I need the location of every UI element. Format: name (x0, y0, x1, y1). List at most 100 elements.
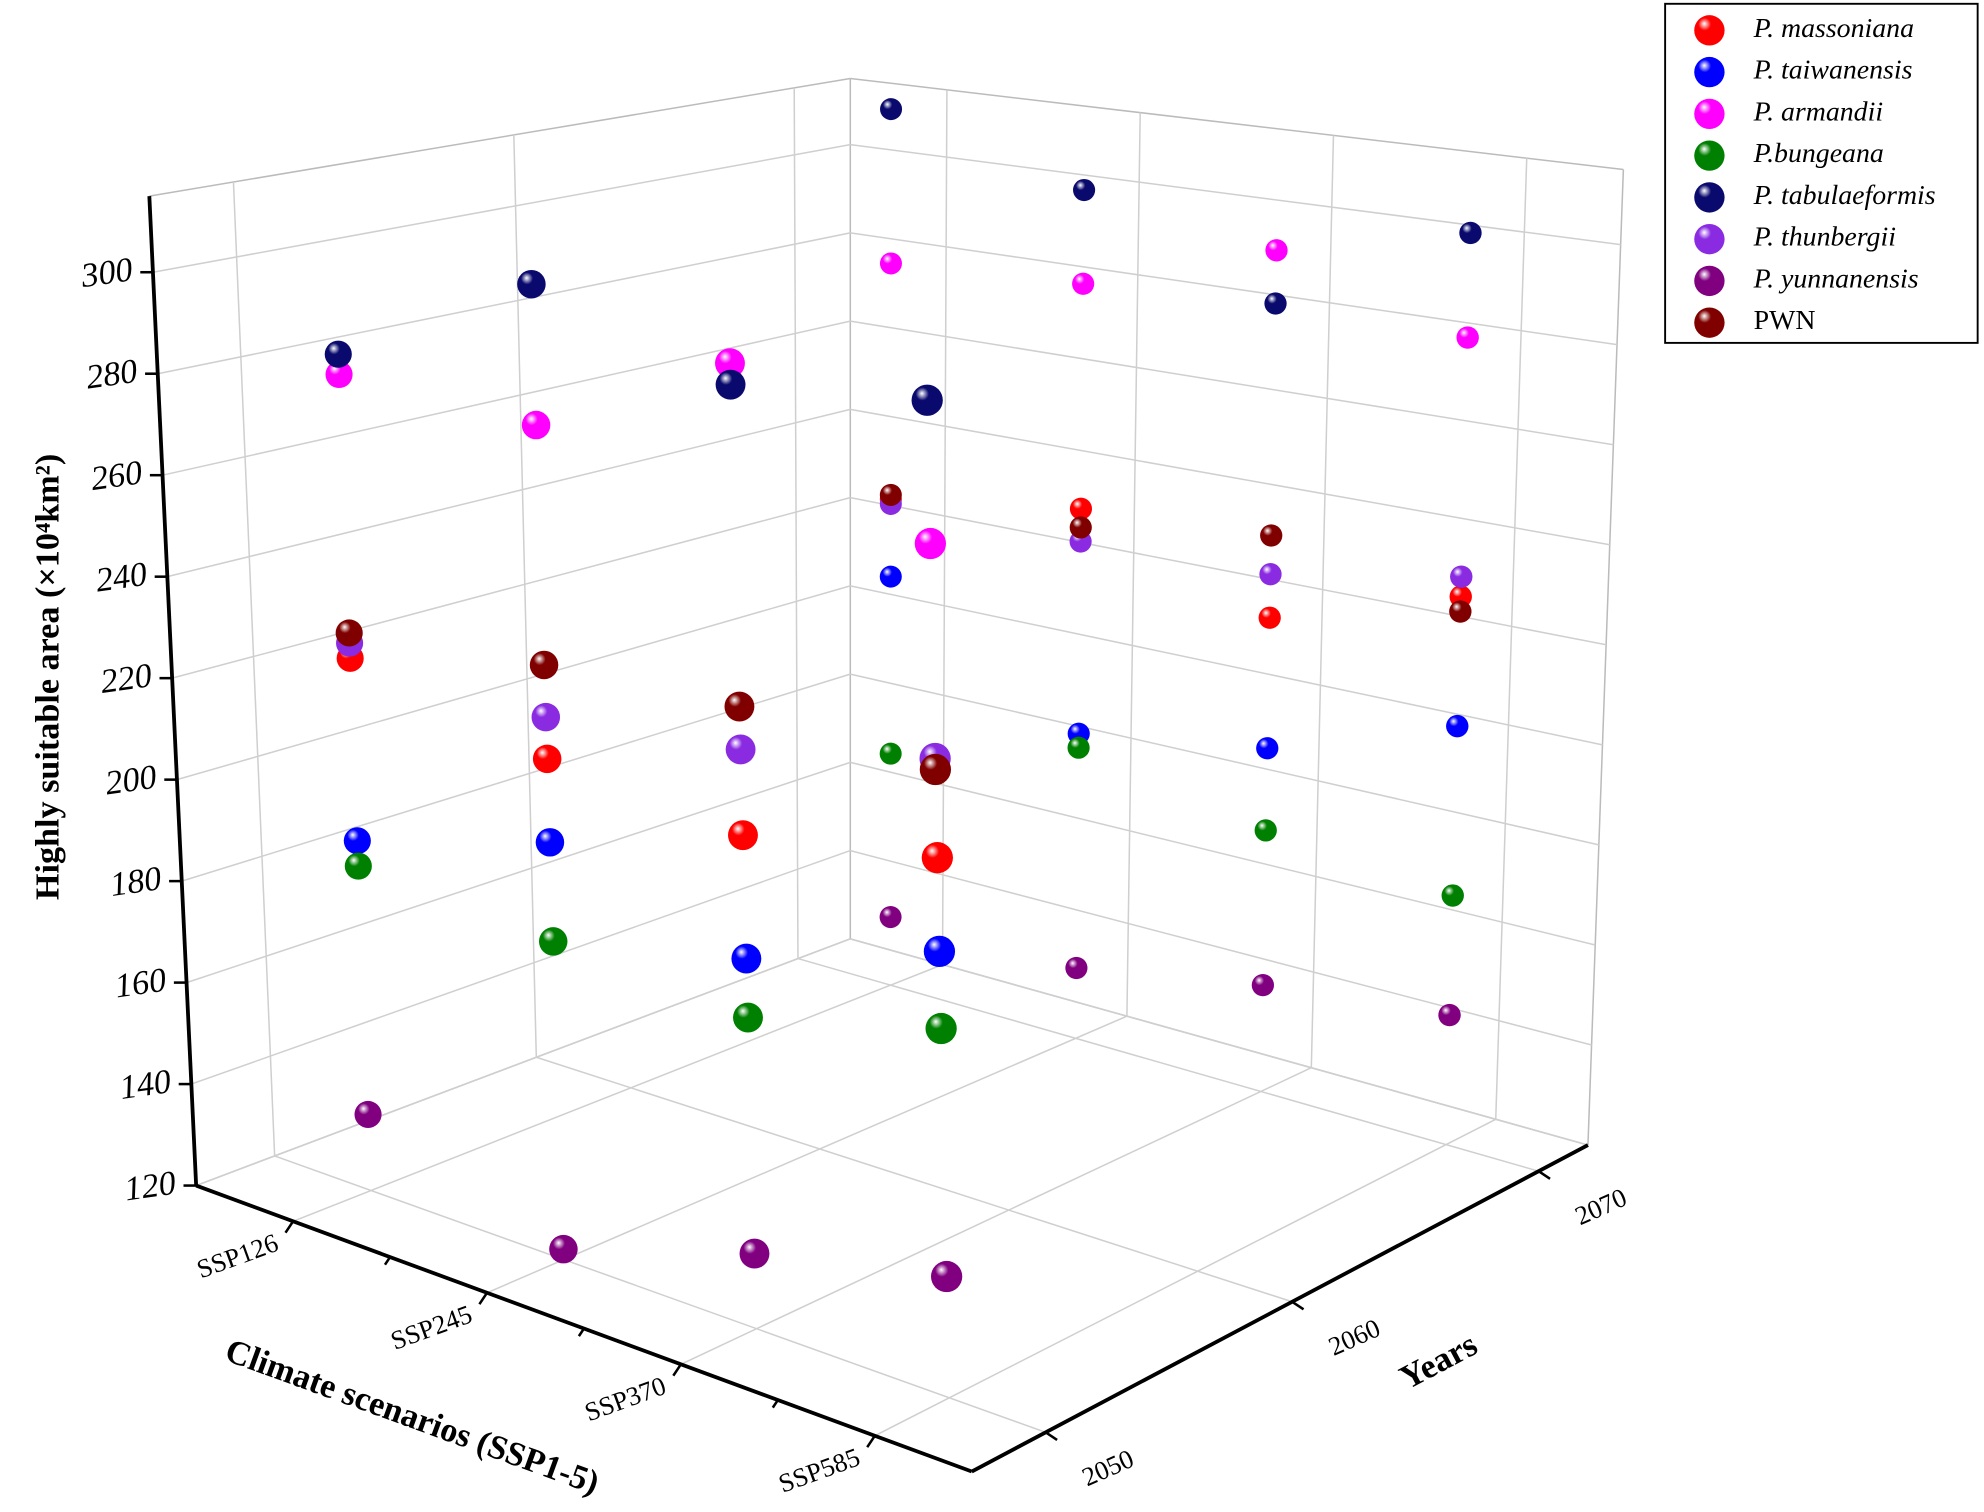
point (921, 842, 953, 874)
grid-line (186, 761, 851, 984)
point (1459, 221, 1482, 245)
legend-label: P. taiwanensis (1753, 55, 1913, 86)
x-tick (672, 1363, 682, 1377)
grid-line (941, 89, 948, 965)
point (739, 1238, 770, 1269)
legend-marker (1694, 56, 1725, 88)
legend-marker (1694, 98, 1725, 130)
legend-label: P.bungeana (1753, 138, 1884, 169)
y-tick-label: 2060 (1324, 1313, 1385, 1362)
point (1259, 563, 1282, 586)
point (733, 1002, 763, 1033)
legend-label: P. armandii (1753, 96, 1883, 127)
y-tick (1537, 1170, 1551, 1180)
point (731, 943, 762, 974)
z-tick-label: 280 (84, 353, 140, 397)
point (344, 852, 372, 880)
point (324, 340, 352, 368)
point (325, 360, 353, 389)
grid-line (850, 761, 1596, 946)
legend-marker (1694, 307, 1725, 338)
grid-line (536, 1056, 1293, 1303)
grid-line (1494, 158, 1528, 1120)
point (1456, 326, 1479, 349)
legend-marker (1694, 223, 1725, 255)
point (715, 369, 746, 400)
grid-line (850, 496, 1607, 646)
point (911, 384, 943, 416)
z-tick-label: 160 (113, 962, 169, 1006)
z-tick-label: 240 (93, 556, 149, 600)
x-tick-label: SSP585 (774, 1442, 863, 1499)
point (531, 702, 561, 732)
legend-marker (1694, 140, 1725, 171)
x-axis (195, 1183, 973, 1474)
point (335, 619, 363, 647)
x-tick-label: SSP245 (387, 1299, 476, 1356)
grid-line (195, 938, 851, 1187)
point (1446, 714, 1469, 738)
point (879, 252, 902, 275)
legend-label: P. massoniana (1753, 13, 1914, 44)
grid-line (191, 849, 851, 1085)
point (1067, 736, 1090, 759)
z-tick-label: 220 (98, 657, 154, 701)
grid-line (1126, 112, 1141, 1017)
grid-line (680, 1067, 1312, 1365)
y-axis-title: Years (1394, 1326, 1483, 1397)
z-tick-label: 140 (117, 1063, 173, 1107)
grid-line (797, 957, 1539, 1172)
point (925, 1012, 957, 1045)
x-tick-label: SSP370 (580, 1370, 669, 1427)
point (1069, 516, 1092, 539)
legend-marker (1694, 265, 1725, 297)
grid-line (162, 320, 851, 476)
grid-line (850, 232, 1618, 346)
x-tick-label: SSP126 (193, 1227, 282, 1284)
point (1254, 819, 1277, 842)
z-tick-label: 120 (122, 1165, 178, 1209)
point (1449, 600, 1472, 623)
box-edge (850, 77, 1624, 171)
grid-line (850, 585, 1603, 746)
point (1450, 565, 1473, 588)
point (1260, 524, 1283, 547)
grid-line (874, 1118, 1497, 1437)
points (324, 98, 1482, 1293)
box-edge (149, 77, 851, 197)
x-axis-title: Climate scenarios (SSP1-5) (220, 1332, 603, 1502)
point (1256, 737, 1279, 760)
legend-marker (1694, 15, 1725, 46)
z-tick-label: 200 (103, 759, 159, 803)
point (879, 483, 902, 506)
point (1072, 272, 1095, 295)
point (1065, 956, 1088, 980)
point (879, 742, 902, 765)
grid-line (157, 232, 851, 375)
x-tick (478, 1292, 489, 1305)
legend-label: P. yunnanensis (1753, 263, 1919, 294)
point (728, 820, 758, 851)
point (1441, 884, 1464, 907)
point (549, 1234, 578, 1264)
y-tick (1044, 1431, 1058, 1441)
grid-line (1310, 135, 1335, 1068)
y-tick-label: 2050 (1077, 1443, 1138, 1492)
z-tick-label: 300 (78, 251, 135, 295)
point (879, 906, 902, 929)
point (532, 744, 562, 774)
grid-line (850, 938, 1589, 1146)
point (1265, 239, 1288, 262)
grid-line (176, 585, 851, 781)
grid-line (171, 496, 851, 679)
grid-line (152, 143, 851, 273)
point (1069, 497, 1093, 520)
legend-label: P. thunbergii (1753, 222, 1896, 253)
legend-marker (1694, 182, 1725, 213)
y-axis (970, 1143, 1589, 1474)
point (343, 827, 371, 855)
point (529, 650, 559, 680)
point (724, 691, 755, 722)
grid (149, 77, 1625, 1437)
point (923, 935, 956, 968)
